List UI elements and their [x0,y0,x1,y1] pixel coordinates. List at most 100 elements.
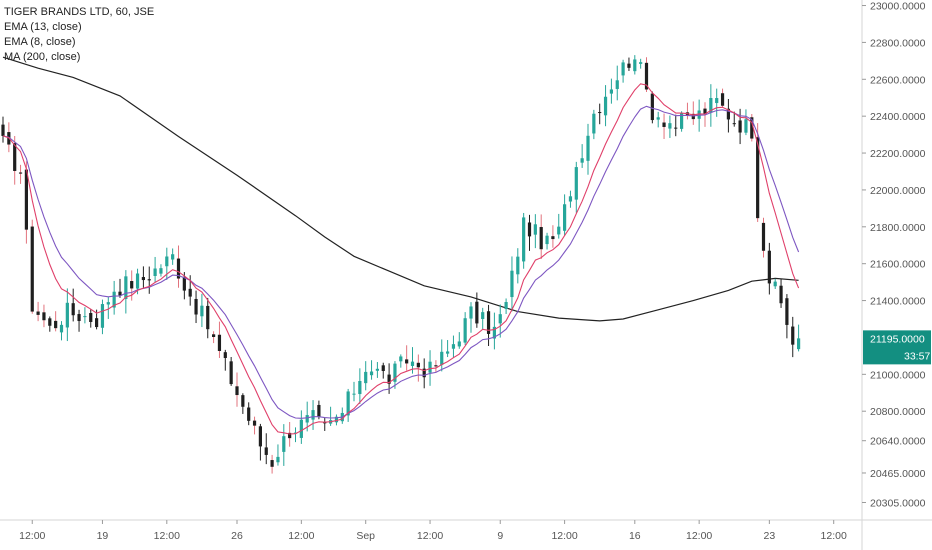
candle-body [410,361,415,366]
x-tick-label: 12:00 [551,530,577,542]
candle-body [135,273,140,289]
candle-body [674,127,678,129]
y-tick-label: 22000.0000 [870,185,926,197]
candle-body [305,415,309,423]
x-tick-label: 12:00 [154,530,180,542]
candle-body [188,288,192,297]
candle-body [200,305,204,317]
candle-body [738,120,742,133]
candle-body [446,351,450,354]
candle-body [785,298,789,325]
ma200-line [2,56,799,322]
candle-body [440,351,444,365]
price-tag: 21195.0000 33:57 [863,330,931,365]
candle-body [504,302,508,309]
candle-body [375,368,379,371]
price-tag-value: 21195.0000 [870,333,925,345]
y-tick-label: 22800.0000 [870,37,926,49]
candle-body [744,119,748,133]
legend-ema13[interactable]: EMA (13, close) [4,21,82,33]
candle-body [791,326,795,345]
candle-body [650,93,654,121]
candle-body [141,277,145,281]
y-tick-label: 23000.0000 [870,1,926,13]
ema8-line [2,83,800,435]
candle-body [229,361,233,385]
x-tick-label: 19 [97,530,109,542]
candle-body [171,254,175,260]
candle-body [36,311,40,315]
y-tick-label: 22600.0000 [870,74,926,86]
candle-body [124,276,128,299]
candle-body [551,236,555,240]
candle-body [364,371,368,384]
candle-body [118,291,122,296]
y-tick-label: 22200.0000 [870,148,926,160]
y-tick-label: 20800.0000 [870,406,926,418]
candle-body [481,312,485,320]
candle-body [680,113,684,129]
candle-body [18,172,23,174]
candle-body [153,268,157,277]
candle-body [405,359,409,364]
candle-body [106,302,110,305]
candle-body [627,63,631,68]
candle-body [568,196,573,202]
candle-body [726,108,730,120]
candle-body [95,318,99,328]
candle-body [235,386,239,396]
candle-body [264,447,268,455]
candle-body [288,432,292,439]
chart-legend: TIGER BRANDS LTD, 60, JSE EMA (13, close… [4,5,154,65]
candle-body [527,222,532,237]
candle-body [223,352,227,358]
candle-body [317,404,321,417]
candle-body [756,137,760,219]
candle-body [615,80,619,89]
candle-body [469,306,473,319]
candles-layer [1,55,801,474]
candle-body [428,361,432,373]
y-tick-label: 20640.0000 [870,436,926,448]
x-tick-label: 12:00 [417,530,443,542]
y-tick-label: 22400.0000 [870,111,926,123]
y-tick-label: 21000.0000 [870,369,926,381]
candle-body [65,302,69,328]
ema-layer [2,83,800,435]
candle-body [48,318,52,326]
candle-body [159,268,163,274]
candle-body [761,222,766,251]
candle-body [457,341,461,347]
candle-body [463,318,467,343]
candle-body [112,291,116,308]
candle-body [709,98,713,113]
candle-body [311,410,315,420]
candle-body [539,227,543,250]
y-tick-label: 21400.0000 [870,296,926,308]
candle-body [217,334,222,351]
candle-body [399,356,403,362]
candle-body [77,314,81,322]
candle-body [662,122,666,127]
candle-body [621,62,625,76]
candle-body [176,258,181,279]
candle-body [369,371,374,376]
candle-body [668,123,672,129]
y-tick-label: 20465.0000 [870,468,926,480]
candle-body [30,226,34,312]
legend-ma200[interactable]: MA (200, close) [4,51,81,63]
candle-body [750,117,754,139]
candle-body [276,456,280,463]
legend-ema8[interactable]: EMA (8, close) [4,36,76,48]
candle-body [475,301,479,324]
candle-body [486,311,491,334]
candle-body [563,204,567,231]
candle-body [545,235,549,245]
candle-body [100,304,105,328]
candle-body [720,93,725,106]
candle-body [498,314,502,324]
candle-body [282,436,286,452]
x-tick-label: Sep [356,530,375,542]
